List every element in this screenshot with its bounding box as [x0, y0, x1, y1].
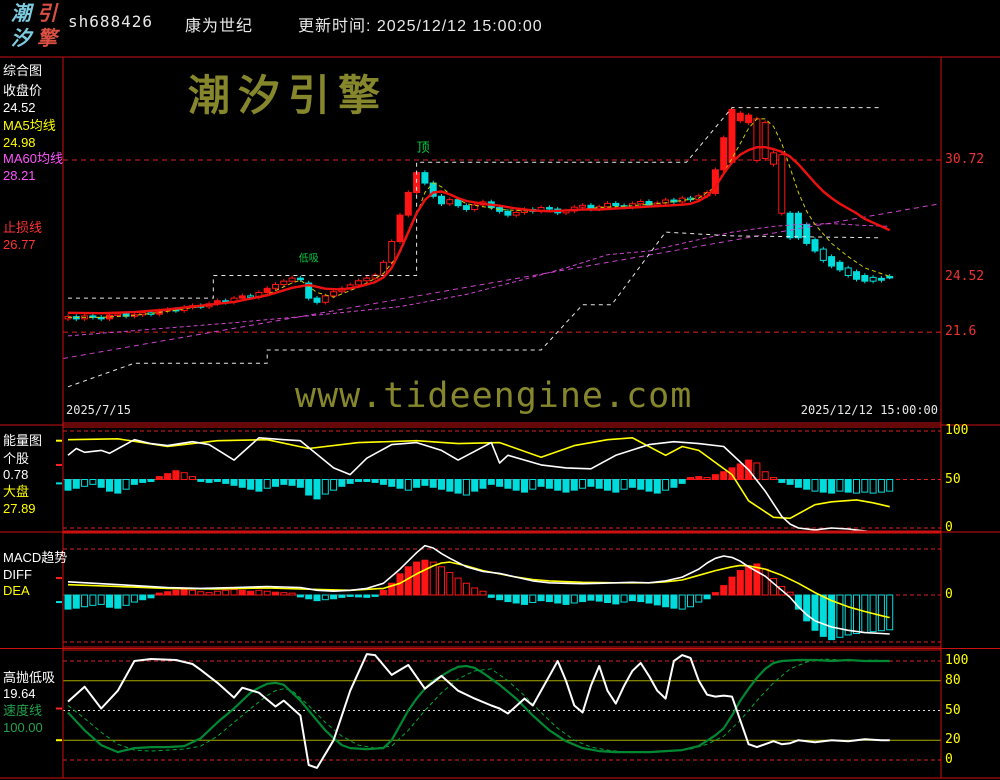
- sidebar-label: 能量图: [3, 433, 43, 448]
- y-axis-label: 0: [945, 520, 953, 535]
- trend-line-line: [63, 203, 940, 359]
- stock-code[interactable]: sh688426: [68, 12, 154, 31]
- sidebar-label: 速度线: [3, 703, 43, 718]
- sidebar-label: 26.77: [3, 237, 36, 252]
- panel-speed: [63, 653, 941, 769]
- watermark-url: www.tideengine.com: [295, 376, 693, 416]
- panel-macd: [63, 544, 941, 643]
- dapan-line: [67, 436, 890, 520]
- y-axis-label: 0: [945, 587, 953, 602]
- speed-dashed-line: [67, 658, 890, 753]
- gaopao-dixi-line: [67, 653, 890, 769]
- sidebar-label: MA5均线: [3, 118, 56, 133]
- watermark-title: 潮汐引擎: [188, 72, 389, 119]
- logo-left-column: 潮 汐: [8, 2, 34, 52]
- upper-band-line: [68, 107, 882, 299]
- top-bar: 潮 汐 引 擎 sh688426 康为世纪 更新时间: 2025/12/12 1…: [0, 0, 1000, 56]
- panel-main: 顶低吸: [63, 107, 941, 388]
- y-axis-label: 21.6: [945, 324, 977, 340]
- chart-start-date: 2025/7/15: [66, 403, 132, 417]
- y-axis-label: 20: [945, 732, 961, 748]
- sidebar-label: 28.21: [3, 168, 36, 183]
- y-axis-label: 100: [945, 423, 969, 438]
- stock-name[interactable]: 康为世纪: [185, 18, 254, 35]
- sidebar-label: 止损线: [3, 220, 43, 235]
- logo-char: 潮: [11, 3, 31, 25]
- gegu-line: [67, 436, 873, 531]
- sidebar-label: 24.98: [3, 135, 36, 150]
- update-time: 更新时间: 2025/12/12 15:00:00: [298, 18, 543, 35]
- sidebar-label: DIFF: [3, 567, 32, 582]
- y-axis-label: 100: [945, 653, 969, 668]
- y-axis-label: 30.72: [945, 152, 985, 168]
- main-ma-line: [67, 145, 891, 315]
- logo-right-column: 引 擎: [34, 2, 60, 52]
- sidebar-label: 19.64: [3, 686, 36, 701]
- sidebar-label: 个股: [3, 451, 30, 466]
- chart-end-date: 2025/12/12 15:00:00: [800, 403, 938, 417]
- y-axis-label: 80: [945, 672, 961, 688]
- sidebar-label: MA60均线: [3, 151, 63, 166]
- y-axis-label: 0: [945, 752, 953, 767]
- lower-band-line: [67, 231, 882, 388]
- logo-char: 擎: [37, 28, 57, 50]
- y-axis-label: 50: [945, 471, 961, 487]
- logo-char: 引: [37, 3, 57, 25]
- sidebar-label: 大盘: [3, 484, 30, 499]
- sidebar-label: 收盘价: [3, 83, 43, 98]
- sidebar-label: DEA: [3, 583, 30, 598]
- sidebar-label: 综合图: [3, 63, 43, 78]
- sidebar-label: 0.78: [3, 467, 29, 482]
- sidebar-label: 24.52: [3, 100, 36, 115]
- sidebar-label: 高抛低吸: [3, 670, 56, 685]
- speed-line-line: [67, 658, 890, 754]
- chart-marker: 顶: [417, 140, 430, 155]
- sidebar-label: 100.00: [3, 720, 43, 735]
- ma60-line: [67, 223, 890, 337]
- sidebar-label: 27.89: [3, 501, 36, 516]
- y-axis-label: 24.52: [945, 269, 985, 284]
- chart-marker: 低吸: [299, 251, 319, 264]
- sidebar-label: MACD趋势: [3, 550, 68, 565]
- panel-energy: [63, 430, 941, 531]
- diff-line: [67, 544, 890, 635]
- logo-char: 汐: [11, 28, 31, 50]
- y-axis-label: 50: [945, 702, 961, 718]
